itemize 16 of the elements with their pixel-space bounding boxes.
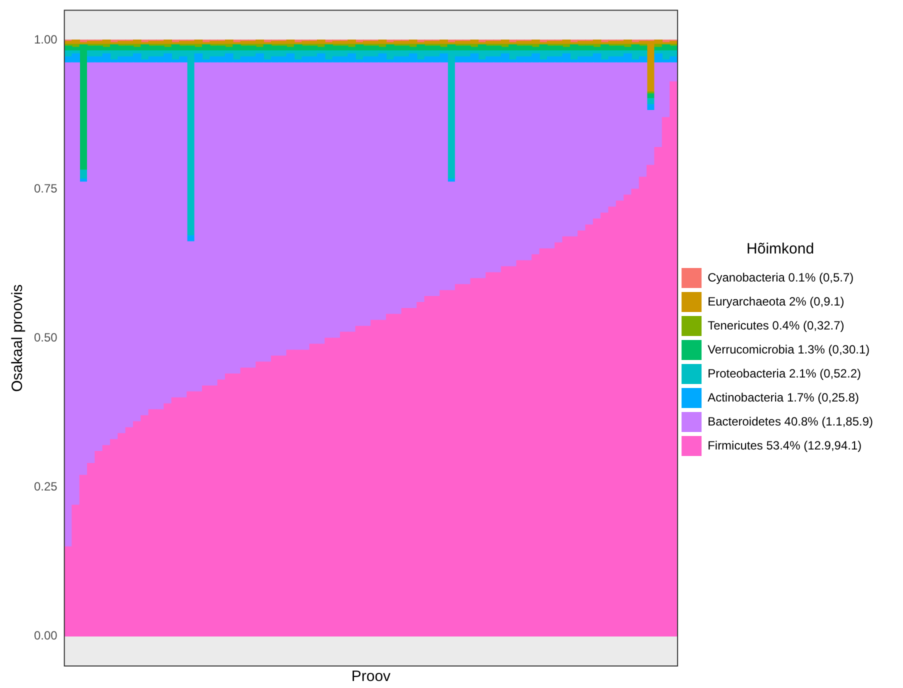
legend-label: Tenericutes 0.4% (0,32.7)	[708, 318, 844, 332]
legend-label: Euryarchaeota 2% (0,9.1)	[708, 294, 844, 308]
y-tick-label: 0.50	[34, 330, 58, 344]
legend-title: Hõimkond	[746, 240, 814, 258]
y-tick-label: 0.25	[34, 479, 58, 494]
y-tick-label: 0.75	[34, 181, 58, 196]
x-axis-title: Proov	[351, 668, 392, 686]
legend-label: Cyanobacteria 0.1% (0,5.7)	[708, 270, 854, 284]
legend-label: Verrucomicrobia 1.3% (0,30.1)	[708, 342, 870, 356]
legend-label: Bacteroidetes 40.8% (1.1,85.9)	[708, 414, 874, 428]
y-axis-title: Osakaal proovis	[9, 284, 26, 392]
legend-label: Firmicutes 53.4% (12.9,94.1)	[708, 438, 862, 452]
y-tick-label: 1.00	[34, 32, 58, 46]
legend-label: Actinobacteria 1.7% (0,25.8)	[708, 390, 859, 404]
y-tick-label: 0.00	[34, 628, 58, 643]
legend-label: Proteobacteria 2.1% (0,52.2)	[708, 366, 861, 380]
